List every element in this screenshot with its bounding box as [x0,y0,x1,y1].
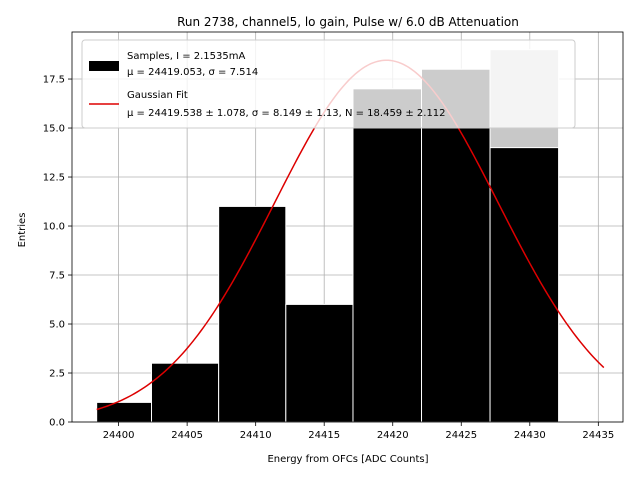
x-tick-label: 24420 [377,430,409,441]
x-tick-label: 24415 [308,430,340,441]
x-tick-label: 24405 [171,430,203,441]
y-tick-label: 7.5 [49,271,65,282]
chart-title: Run 2738, channel5, lo gain, Pulse w/ 6.… [177,15,519,29]
legend-fit-stats: μ = 24419.538 ± 1.078, σ = 8.149 ± 1.13,… [127,108,446,119]
legend-fit-label: Gaussian Fit [127,90,188,101]
y-tick-label: 2.5 [49,369,65,380]
histogram-bar [150,362,220,423]
axes [68,31,624,426]
histogram-bar [96,401,152,423]
legend-samples-label: Samples, I = 2.1535mA [127,51,245,62]
x-tick-label: 24430 [514,430,546,441]
histogram-bar [285,303,354,423]
legend: Samples, I = 2.1535mA μ = 24419.053, σ =… [81,39,576,129]
y-tick-label: 10.0 [43,222,65,233]
y-tick-label: 15.0 [43,124,65,135]
y-tick-label: 5.0 [49,320,65,331]
histogram-bar [489,147,560,423]
x-axis-label: Energy from OFCs [ADC Counts] [267,454,428,465]
y-tick-label: 17.5 [43,75,65,86]
y-axis-label: Entries [17,213,28,248]
legend-box [81,39,576,129]
x-tick-label: 24425 [445,430,477,441]
histogram-bar [352,88,423,423]
y-tick-label: 0.0 [49,418,65,429]
legend-samples-stats: μ = 24419.053, σ = 7.514 [127,67,258,78]
tick-labels: 24400 24405 24410 24415 24420 24425 24430 24435… [43,75,615,441]
legend-samples-swatch [89,61,119,71]
plot-frame [71,31,624,423]
x-tick-label: 24400 [103,430,135,441]
y-tick-label: 12.5 [43,173,65,184]
x-tick-label: 24435 [582,430,614,441]
histogram-bar [218,205,287,423]
x-tick-label: 24410 [240,430,272,441]
